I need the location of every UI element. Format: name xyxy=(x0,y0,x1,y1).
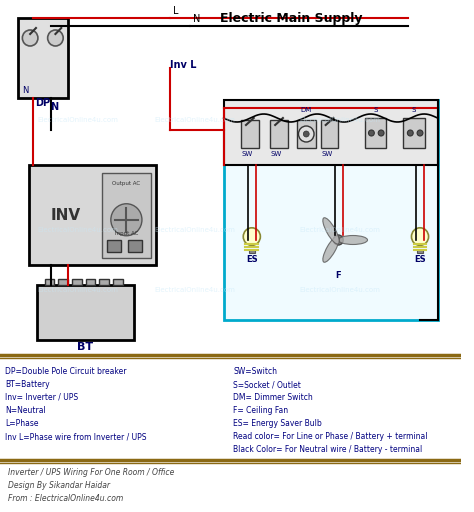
Text: SW: SW xyxy=(241,151,253,157)
Text: SW: SW xyxy=(271,151,282,157)
Bar xyxy=(365,118,386,148)
Bar xyxy=(37,285,134,340)
Bar xyxy=(224,100,438,320)
Text: ElectricalOnline4u.com: ElectricalOnline4u.com xyxy=(154,287,235,293)
Text: S: S xyxy=(412,107,416,113)
Text: ElectricalOnline4u.com: ElectricalOnline4u.com xyxy=(300,287,381,293)
Text: F: F xyxy=(336,271,341,280)
Bar xyxy=(241,120,259,148)
Text: N: N xyxy=(192,14,200,24)
Text: N: N xyxy=(51,102,59,112)
Bar xyxy=(86,279,95,285)
Circle shape xyxy=(48,30,63,46)
Bar xyxy=(72,279,82,285)
Text: Read color= For Line or Phase / Battery + terminal: Read color= For Line or Phase / Battery … xyxy=(233,432,428,441)
Text: SW=Switch: SW=Switch xyxy=(233,367,277,376)
Text: Black Color= For Neutral wire / Battery - terminal: Black Color= For Neutral wire / Battery … xyxy=(233,445,423,454)
Text: N: N xyxy=(22,86,29,95)
Text: Output AC: Output AC xyxy=(112,181,140,186)
Ellipse shape xyxy=(338,236,367,245)
Bar xyxy=(18,18,68,98)
Text: Input AC: Input AC xyxy=(115,231,138,236)
Text: Inv= Inverter / UPS: Inv= Inverter / UPS xyxy=(5,393,78,402)
Circle shape xyxy=(334,235,343,245)
Text: L: L xyxy=(173,6,179,16)
Ellipse shape xyxy=(323,218,339,244)
Bar xyxy=(29,165,155,265)
Text: Inv L: Inv L xyxy=(170,60,197,70)
Bar xyxy=(297,120,316,148)
Ellipse shape xyxy=(323,236,339,262)
Text: DM: DM xyxy=(301,107,312,113)
Text: BT=Battery: BT=Battery xyxy=(5,380,49,389)
Text: Design By Sikandar Haidar: Design By Sikandar Haidar xyxy=(8,481,110,490)
Text: INV: INV xyxy=(51,207,81,223)
Text: ElectricalOnline4u.com: ElectricalOnline4u.com xyxy=(37,227,118,233)
Bar xyxy=(224,100,438,165)
Text: S=Socket / Outlet: S=Socket / Outlet xyxy=(233,380,301,389)
Circle shape xyxy=(299,126,314,142)
Circle shape xyxy=(368,130,374,136)
Circle shape xyxy=(243,228,260,245)
Circle shape xyxy=(417,130,423,136)
Bar xyxy=(102,173,151,258)
Bar xyxy=(128,240,142,252)
Bar xyxy=(107,240,120,252)
Text: ES: ES xyxy=(246,255,258,264)
Text: BT: BT xyxy=(77,342,94,352)
Circle shape xyxy=(111,204,142,236)
Bar xyxy=(403,118,425,148)
Bar xyxy=(417,250,423,253)
Bar xyxy=(248,250,255,253)
Bar xyxy=(270,120,288,148)
Text: ElectricalOnline4u.com: ElectricalOnline4u.com xyxy=(300,117,381,123)
Text: S: S xyxy=(373,107,377,113)
Text: N=Neutral: N=Neutral xyxy=(5,406,46,415)
Circle shape xyxy=(411,228,428,245)
Text: Inv L=Phase wire from Inverter / UPS: Inv L=Phase wire from Inverter / UPS xyxy=(5,432,146,441)
Bar xyxy=(99,279,109,285)
Circle shape xyxy=(407,130,413,136)
Text: Electric Main Supply: Electric Main Supply xyxy=(220,12,363,25)
Text: DM= Dimmer Switch: DM= Dimmer Switch xyxy=(233,393,313,402)
Text: ElectricalOnline4u.com: ElectricalOnline4u.com xyxy=(154,117,235,123)
Text: SW: SW xyxy=(321,151,332,157)
Text: ElectricalOnline4u.com: ElectricalOnline4u.com xyxy=(37,287,118,293)
Bar xyxy=(45,279,55,285)
Bar xyxy=(113,279,122,285)
Circle shape xyxy=(303,131,309,137)
Text: DP=Double Pole Circuit breaker: DP=Double Pole Circuit breaker xyxy=(5,367,127,376)
Text: L=Phase: L=Phase xyxy=(5,419,38,428)
Text: ElectricalOnline4u.com: ElectricalOnline4u.com xyxy=(300,227,381,233)
Circle shape xyxy=(22,30,38,46)
Text: Inverter / UPS Wiring For One Room / Office: Inverter / UPS Wiring For One Room / Off… xyxy=(8,468,174,477)
Bar xyxy=(58,279,68,285)
Text: DP: DP xyxy=(35,98,50,108)
Text: ElectricalOnline4u.com: ElectricalOnline4u.com xyxy=(37,117,118,123)
Bar xyxy=(321,120,338,148)
Text: F= Ceiling Fan: F= Ceiling Fan xyxy=(233,406,289,415)
Text: ElectricalOnline4u.com: ElectricalOnline4u.com xyxy=(154,227,235,233)
Text: From : ElectricalOnline4u.com: From : ElectricalOnline4u.com xyxy=(8,494,123,503)
Text: ES= Energy Saver Bulb: ES= Energy Saver Bulb xyxy=(233,419,322,428)
Circle shape xyxy=(378,130,384,136)
Text: ES: ES xyxy=(414,255,426,264)
